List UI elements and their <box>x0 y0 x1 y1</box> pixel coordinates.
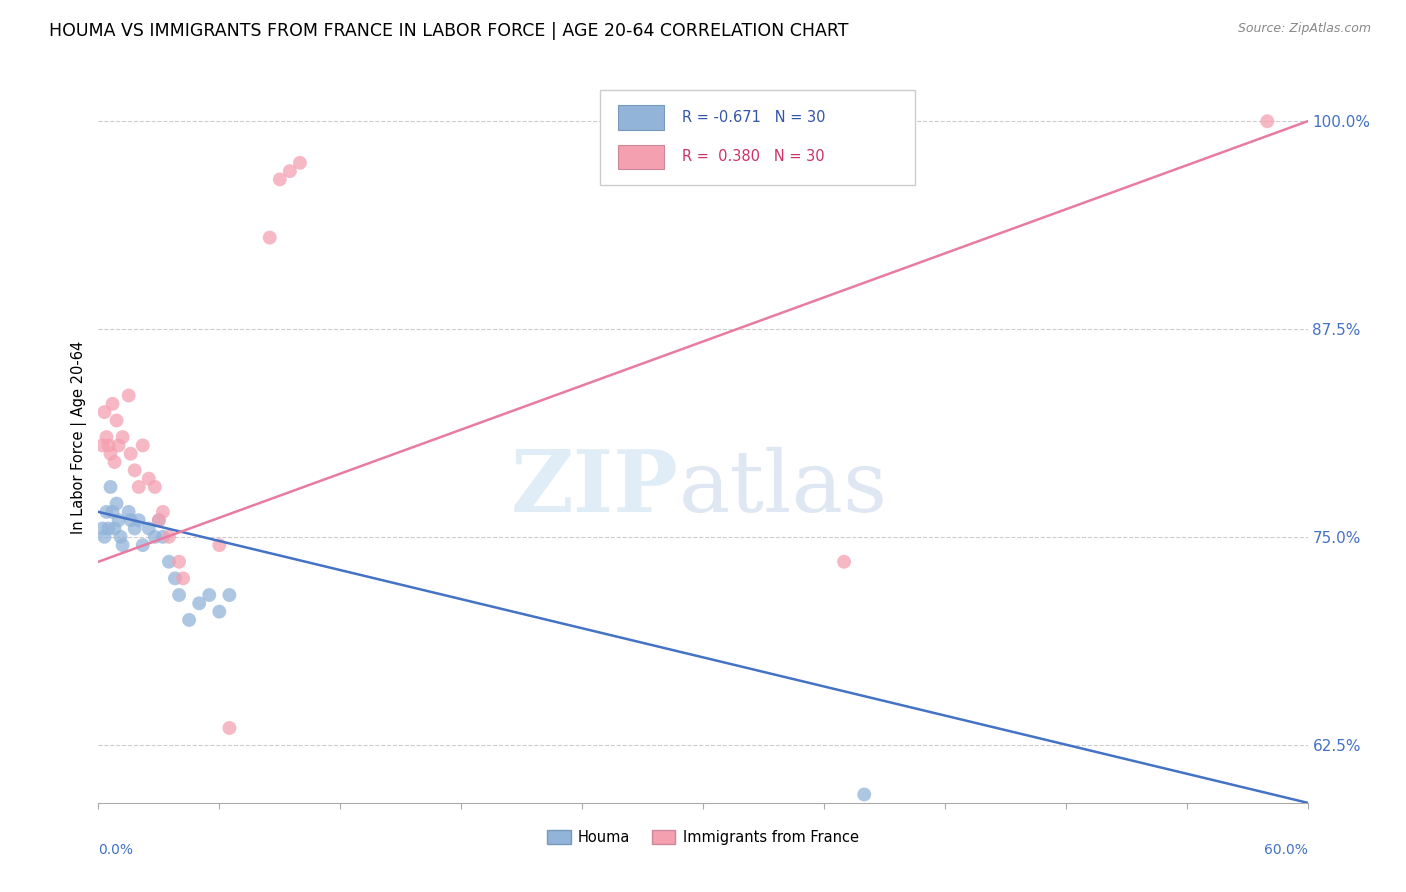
Point <box>163 571 186 585</box>
Point <box>853 788 876 802</box>
Text: atlas: atlas <box>679 447 889 530</box>
Point <box>107 513 129 527</box>
Point <box>179 613 201 627</box>
Point <box>832 555 855 569</box>
Point <box>97 438 120 452</box>
Point <box>1256 114 1278 128</box>
FancyBboxPatch shape <box>619 105 664 130</box>
Text: 0.0%: 0.0% <box>98 843 134 857</box>
Point <box>128 480 150 494</box>
Point <box>143 480 166 494</box>
Legend: Houma, Immigrants from France: Houma, Immigrants from France <box>541 823 865 850</box>
Point <box>111 538 134 552</box>
Point <box>105 413 128 427</box>
Point <box>105 497 128 511</box>
Point <box>138 522 160 536</box>
Point <box>97 522 120 536</box>
Point <box>157 555 180 569</box>
Point <box>124 522 146 536</box>
Point <box>124 463 146 477</box>
Point <box>100 480 122 494</box>
FancyBboxPatch shape <box>600 90 915 185</box>
Text: R =  0.380   N = 30: R = 0.380 N = 30 <box>682 150 825 164</box>
Point <box>111 430 134 444</box>
Point <box>132 438 155 452</box>
Point <box>198 588 221 602</box>
Text: HOUMA VS IMMIGRANTS FROM FRANCE IN LABOR FORCE | AGE 20-64 CORRELATION CHART: HOUMA VS IMMIGRANTS FROM FRANCE IN LABOR… <box>49 22 849 40</box>
Point <box>218 588 240 602</box>
Point <box>148 513 170 527</box>
Point <box>100 447 122 461</box>
Point <box>96 430 118 444</box>
Point <box>172 571 194 585</box>
Point <box>218 721 240 735</box>
Point <box>103 455 125 469</box>
Point <box>157 530 180 544</box>
Y-axis label: In Labor Force | Age 20-64: In Labor Force | Age 20-64 <box>72 341 87 533</box>
Point <box>93 405 115 419</box>
Point <box>269 172 291 186</box>
Point <box>1054 821 1077 835</box>
Point <box>152 530 174 544</box>
Point <box>101 505 124 519</box>
Point <box>188 596 211 610</box>
Point <box>167 588 190 602</box>
Point <box>118 505 141 519</box>
Point <box>103 522 125 536</box>
Point <box>208 538 231 552</box>
Point <box>128 513 150 527</box>
Text: R = -0.671   N = 30: R = -0.671 N = 30 <box>682 110 825 125</box>
Text: ZIP: ZIP <box>510 446 679 530</box>
Text: 60.0%: 60.0% <box>1264 843 1308 857</box>
Point <box>110 530 132 544</box>
Point <box>132 538 155 552</box>
Point <box>107 438 129 452</box>
Point <box>143 530 166 544</box>
Point <box>93 530 115 544</box>
Point <box>91 438 114 452</box>
Point <box>259 230 281 244</box>
Point <box>148 513 170 527</box>
Point <box>278 164 301 178</box>
Point <box>138 472 160 486</box>
Point <box>120 513 142 527</box>
Text: Source: ZipAtlas.com: Source: ZipAtlas.com <box>1237 22 1371 36</box>
Point <box>120 447 142 461</box>
Point <box>96 505 118 519</box>
Point <box>101 397 124 411</box>
Point <box>208 605 231 619</box>
FancyBboxPatch shape <box>619 145 664 169</box>
Point <box>91 522 114 536</box>
Point <box>167 555 190 569</box>
Point <box>288 156 311 170</box>
Point <box>118 388 141 402</box>
Point <box>152 505 174 519</box>
